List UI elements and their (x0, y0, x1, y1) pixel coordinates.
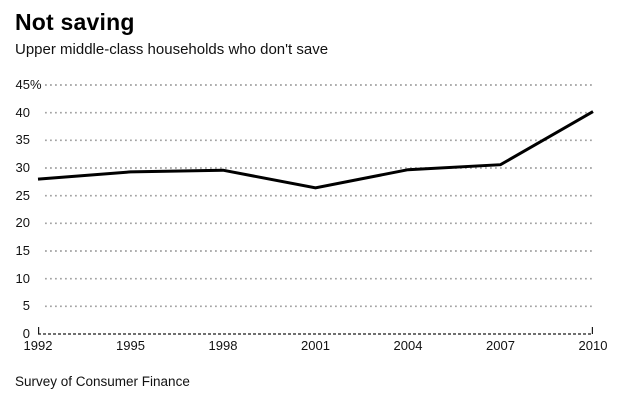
y-tick-label: 35 (15, 132, 30, 148)
y-tick-label: 20 (15, 215, 30, 231)
gridlines-group (45, 84, 593, 308)
x-tick-label: 2007 (486, 338, 515, 353)
y-tick-label: 0 (22, 326, 30, 341)
percent-suffix: % (30, 77, 42, 92)
y-tick-label: 40 (15, 104, 30, 120)
x-tick-label: 2004 (393, 338, 423, 353)
chart-title: Not saving (15, 9, 135, 35)
x-tick-label: 1992 (23, 338, 53, 353)
source-note: Survey of Consumer Finance (15, 374, 190, 389)
y-tick-label: 15 (15, 243, 30, 258)
baseline-group (37, 327, 594, 335)
y-tick-label: 25 (15, 187, 30, 203)
data-line (37, 110, 594, 190)
x-tick-label: 2001 (301, 338, 330, 353)
y-tick-label: 45% (15, 77, 42, 92)
x-tick-label: 2010 (578, 338, 608, 353)
chart-subtitle: Upper middle-class households who don't … (15, 41, 329, 58)
data-line-group (37, 110, 594, 190)
x-tick-label: 1998 (208, 338, 238, 353)
y-tick-label: 5 (22, 298, 30, 314)
y-tick-label: 30 (15, 160, 30, 175)
y-tick-label: 10 (15, 270, 30, 286)
x-tick-label: 1995 (116, 338, 145, 353)
